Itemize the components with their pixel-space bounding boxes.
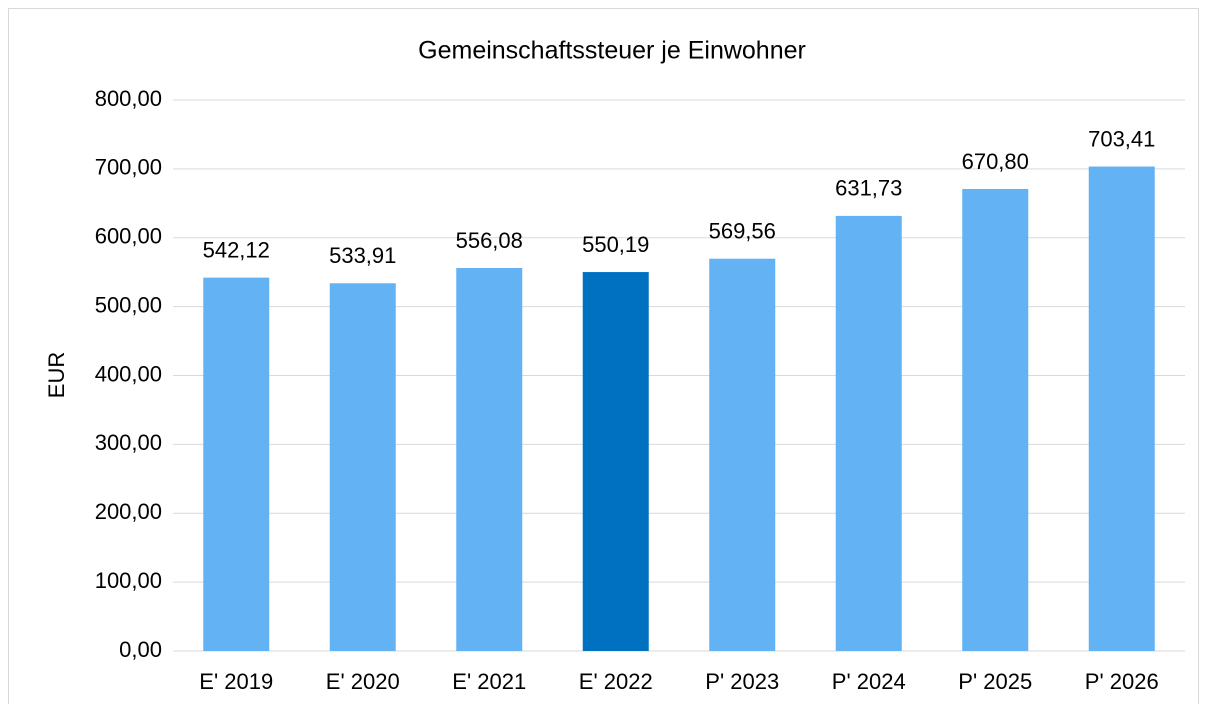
y-tick-label: 600,00	[95, 224, 162, 249]
y-tick-label: 700,00	[95, 155, 162, 180]
data-label: 670,80	[962, 149, 1029, 174]
data-label: 569,56	[709, 219, 776, 244]
x-tick-label: P' 2023	[705, 669, 779, 694]
data-label: 542,12	[203, 237, 270, 262]
data-label: 703,41	[1088, 126, 1155, 151]
bar	[1088, 166, 1155, 651]
y-tick-label: 100,00	[95, 568, 162, 593]
x-tick-label: E' 2019	[199, 669, 273, 694]
x-tick-label: P' 2024	[832, 669, 906, 694]
data-label: 533,91	[329, 243, 396, 268]
data-label: 556,08	[456, 228, 523, 253]
x-tick-label: E' 2020	[326, 669, 400, 694]
x-tick-label: P' 2026	[1085, 669, 1159, 694]
bar	[962, 188, 1029, 651]
bar	[329, 283, 396, 651]
bar	[582, 272, 649, 651]
y-axis-label: EUR	[44, 352, 69, 398]
bar	[456, 267, 523, 651]
y-tick-label: 800,00	[95, 86, 162, 111]
y-tick-label: 500,00	[95, 292, 162, 317]
bar	[709, 258, 776, 651]
x-tick-label: E' 2021	[452, 669, 526, 694]
y-tick-label: 300,00	[95, 430, 162, 455]
y-tick-label: 200,00	[95, 499, 162, 524]
y-tick-label: 400,00	[95, 361, 162, 386]
x-tick-label: P' 2025	[958, 669, 1032, 694]
y-tick-label: 0,00	[119, 637, 162, 662]
data-label: 631,73	[835, 176, 902, 201]
chart-title: Gemeinschaftssteuer je Einwohner	[418, 37, 806, 65]
chart-border	[8, 8, 1199, 704]
bar	[203, 277, 270, 651]
data-label: 550,19	[582, 232, 649, 257]
x-tick-label: E' 2022	[579, 669, 653, 694]
bar	[835, 215, 902, 651]
